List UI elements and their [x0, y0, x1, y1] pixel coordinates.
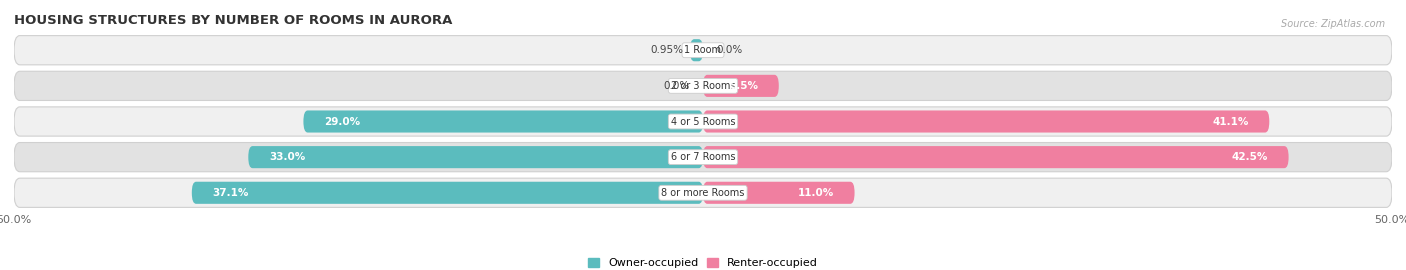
- Text: 11.0%: 11.0%: [797, 188, 834, 198]
- Text: 1 Room: 1 Room: [685, 45, 721, 55]
- FancyBboxPatch shape: [14, 143, 1392, 172]
- Text: Source: ZipAtlas.com: Source: ZipAtlas.com: [1281, 19, 1385, 29]
- Text: 5.5%: 5.5%: [730, 81, 758, 91]
- FancyBboxPatch shape: [703, 182, 855, 204]
- Text: 8 or more Rooms: 8 or more Rooms: [661, 188, 745, 198]
- FancyBboxPatch shape: [703, 146, 1289, 168]
- Text: 41.1%: 41.1%: [1212, 116, 1249, 127]
- Text: 0.95%: 0.95%: [650, 45, 683, 55]
- FancyBboxPatch shape: [14, 36, 1392, 65]
- Text: 2 or 3 Rooms: 2 or 3 Rooms: [671, 81, 735, 91]
- Text: 42.5%: 42.5%: [1232, 152, 1268, 162]
- FancyBboxPatch shape: [690, 39, 703, 61]
- FancyBboxPatch shape: [249, 146, 703, 168]
- FancyBboxPatch shape: [14, 178, 1392, 207]
- FancyBboxPatch shape: [703, 110, 1270, 133]
- FancyBboxPatch shape: [304, 110, 703, 133]
- Text: 29.0%: 29.0%: [323, 116, 360, 127]
- Text: 4 or 5 Rooms: 4 or 5 Rooms: [671, 116, 735, 127]
- Text: 0.0%: 0.0%: [664, 81, 689, 91]
- Text: 33.0%: 33.0%: [269, 152, 305, 162]
- FancyBboxPatch shape: [14, 71, 1392, 100]
- Text: 6 or 7 Rooms: 6 or 7 Rooms: [671, 152, 735, 162]
- FancyBboxPatch shape: [191, 182, 703, 204]
- Text: HOUSING STRUCTURES BY NUMBER OF ROOMS IN AURORA: HOUSING STRUCTURES BY NUMBER OF ROOMS IN…: [14, 14, 453, 27]
- Text: 37.1%: 37.1%: [212, 188, 249, 198]
- Text: 0.0%: 0.0%: [717, 45, 742, 55]
- FancyBboxPatch shape: [703, 75, 779, 97]
- Legend: Owner-occupied, Renter-occupied: Owner-occupied, Renter-occupied: [583, 254, 823, 270]
- FancyBboxPatch shape: [14, 107, 1392, 136]
